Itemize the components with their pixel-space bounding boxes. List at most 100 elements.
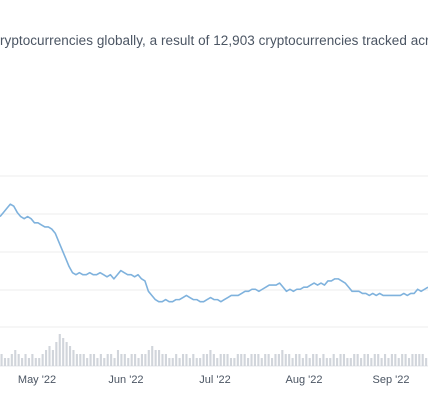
x-tick-label: May '22 <box>18 374 56 386</box>
volume-bar <box>130 354 133 366</box>
series-line <box>0 203 428 303</box>
volume-bar <box>339 354 342 366</box>
volume-bar <box>370 358 373 366</box>
volume-bar <box>51 350 54 366</box>
volume-bar <box>38 358 41 366</box>
x-tick-label: Sep '22 <box>373 374 410 386</box>
volume-bar <box>411 354 414 366</box>
volume-bar <box>387 358 390 366</box>
volume-bar <box>315 354 318 366</box>
volume-bar <box>425 358 428 366</box>
volume-bar <box>373 354 376 366</box>
volume-bar <box>271 358 274 366</box>
volume-bar <box>329 358 332 366</box>
volume-bar <box>236 354 239 366</box>
volume-bar <box>312 354 315 366</box>
volume-bar <box>86 358 89 366</box>
volume-bar <box>366 354 369 366</box>
volume-bar <box>192 354 195 366</box>
volume-bar <box>7 358 10 366</box>
market-summary-text: ryptocurrencies globally, a result of 12… <box>0 33 428 48</box>
chart-grid <box>0 175 428 367</box>
volume-bar <box>294 354 298 366</box>
volume-bar <box>360 358 363 366</box>
volume-bar <box>336 358 339 366</box>
volume-bar <box>226 354 229 366</box>
volume-bar <box>147 350 150 366</box>
volume-bar <box>65 342 68 366</box>
volume-bar <box>82 354 85 366</box>
volume-bar <box>144 354 147 366</box>
volume-bar <box>134 354 137 366</box>
volume-bar <box>99 354 102 366</box>
volume-bar <box>27 358 31 366</box>
volume-bar <box>274 354 277 366</box>
volume-bar <box>89 354 92 366</box>
x-tick-label: Aug '22 <box>286 374 323 386</box>
volume-bar <box>383 354 387 366</box>
volume-bar <box>390 354 393 366</box>
volume-bar <box>137 358 140 366</box>
volume-bar <box>116 350 120 366</box>
volume-bar <box>113 358 116 366</box>
volume-bar <box>223 354 226 366</box>
volume-bar <box>209 350 212 366</box>
volume-bar <box>75 354 78 366</box>
volume-bar <box>219 354 222 366</box>
volume-bar <box>0 354 3 366</box>
volume-bar <box>110 354 113 366</box>
volume-bar <box>17 354 20 366</box>
volume-bar <box>281 350 284 366</box>
volume-bar <box>264 354 267 366</box>
volume-bar <box>178 358 181 366</box>
volume-bar <box>356 354 359 366</box>
volume-bar <box>414 354 417 366</box>
volume-bar <box>421 354 424 366</box>
price-series <box>0 203 428 303</box>
volume-bar <box>58 334 61 366</box>
volume-bar <box>202 354 205 366</box>
volume-bar <box>288 354 291 366</box>
volume-bar <box>158 350 161 366</box>
volume-bar <box>151 346 154 366</box>
volume-bar <box>257 354 260 366</box>
x-tick-label: Jun '22 <box>108 374 143 386</box>
volume-bar <box>127 358 130 366</box>
volume-bar <box>397 358 400 366</box>
volume-bar <box>10 354 13 366</box>
volume-bar <box>418 354 421 366</box>
volume-bar <box>55 342 58 366</box>
volume-bar <box>401 354 404 366</box>
volume-bar <box>404 354 407 366</box>
volume-bar <box>161 354 164 366</box>
volume-bar <box>301 358 304 366</box>
volume-bar <box>96 358 99 366</box>
volume-bars <box>0 334 428 366</box>
volume-bar <box>34 358 37 366</box>
volume-bar <box>45 350 48 366</box>
volume-bar <box>123 354 126 366</box>
volume-bar <box>62 338 65 366</box>
volume-bar <box>103 358 106 366</box>
volume-bar <box>305 354 308 366</box>
volume-bar <box>284 354 287 366</box>
volume-bar <box>247 358 250 366</box>
volume-bar <box>308 358 311 366</box>
volume-bar <box>106 354 109 366</box>
volume-bar <box>168 358 171 366</box>
volume-bar <box>21 358 24 366</box>
volume-bar <box>195 358 198 366</box>
volume-bar <box>229 358 233 366</box>
volume-bar <box>41 354 44 366</box>
volume-bar <box>377 354 380 366</box>
volume-bar <box>342 354 346 366</box>
volume-bar <box>216 358 219 366</box>
volume-bar <box>79 354 82 366</box>
volume-bar <box>31 354 34 366</box>
volume-bar <box>188 358 191 366</box>
volume-bar <box>332 354 335 366</box>
volume-bar <box>394 354 397 366</box>
volume-bar <box>68 346 72 366</box>
